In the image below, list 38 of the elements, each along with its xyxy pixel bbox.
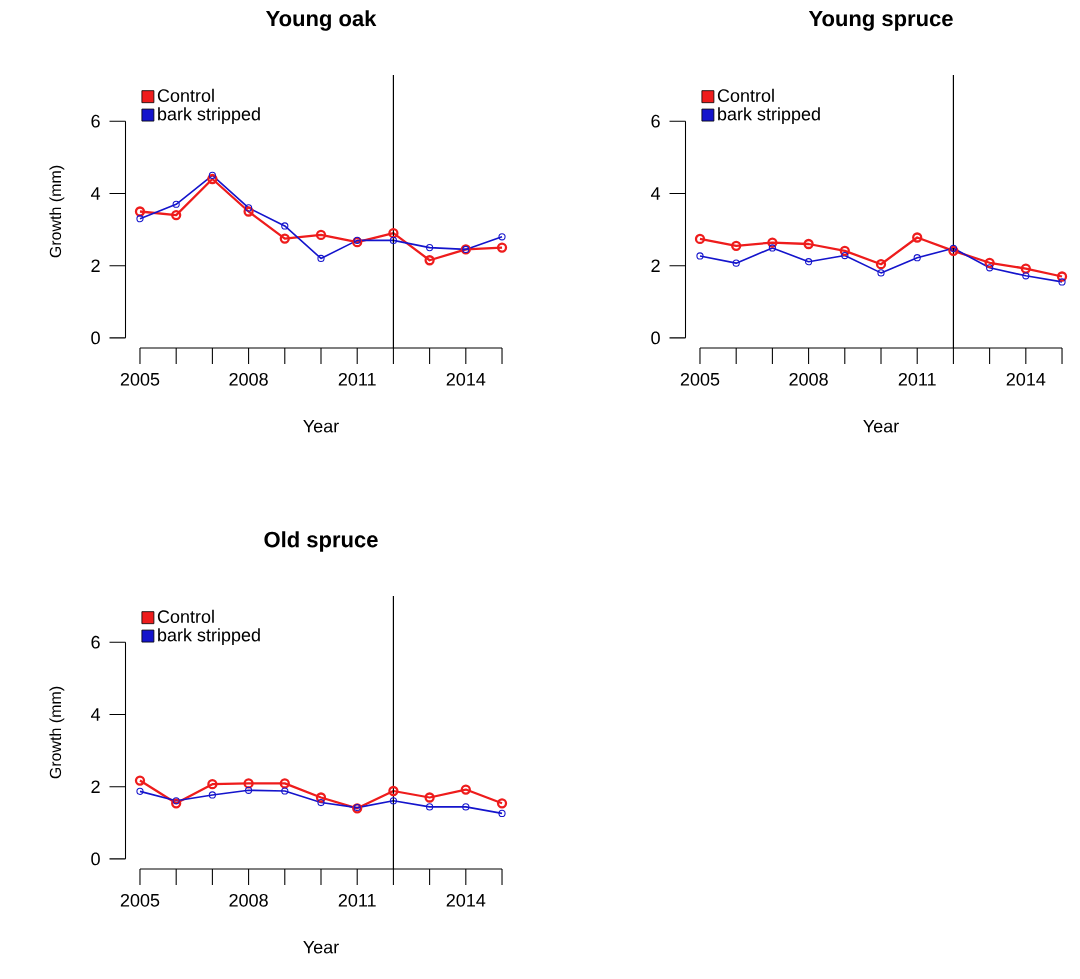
- chart-title: Old spruce: [264, 531, 378, 552]
- x-tick-label: 2011: [338, 372, 376, 386]
- chart-title: Young spruce: [808, 10, 953, 31]
- y-tick-label: 6: [91, 635, 100, 649]
- y-tick-label: 4: [90, 708, 101, 721]
- y-tick-label: 6: [91, 114, 100, 128]
- legend-label: bark stripped: [158, 107, 260, 124]
- x-tick-label: 2011: [898, 372, 936, 386]
- y-axis-title: Growth (mm): [49, 686, 65, 779]
- legend-label: Control: [157, 609, 214, 623]
- y-axis-title: Growth (mm): [49, 165, 65, 258]
- y-tick-label: 4: [650, 187, 661, 200]
- x-axis-title: Year: [863, 419, 899, 433]
- x-axis-title: Year: [303, 940, 339, 954]
- y-tick-label: 2: [651, 259, 660, 272]
- legend-label: bark stripped: [718, 107, 820, 124]
- x-tick-label: 2011: [338, 893, 376, 907]
- y-tick-label: 6: [651, 114, 660, 128]
- x-tick-label: 2008: [789, 372, 828, 386]
- x-tick-label: 2014: [446, 893, 486, 907]
- x-tick-label: 2005: [680, 372, 720, 386]
- y-tick-label: 0: [651, 331, 660, 345]
- y-tick-label: 0: [91, 852, 100, 866]
- legend-label: bark stripped: [158, 628, 260, 645]
- legend-label: Control: [157, 88, 214, 102]
- y-tick-label: 4: [90, 187, 101, 200]
- x-tick-label: 2005: [120, 372, 160, 386]
- x-tick-label: 2014: [446, 372, 486, 386]
- y-tick-label: 0: [91, 331, 100, 345]
- x-tick-label: 2008: [229, 893, 268, 907]
- x-tick-label: 2008: [229, 372, 268, 386]
- x-tick-label: 2005: [120, 893, 160, 907]
- y-tick-label: 2: [91, 780, 100, 793]
- x-axis-title: Year: [303, 419, 339, 433]
- chart-title: Young oak: [265, 10, 377, 31]
- x-tick-label: 2014: [1006, 372, 1046, 386]
- y-tick-label: 2: [91, 259, 100, 272]
- legend-label: Control: [717, 88, 774, 102]
